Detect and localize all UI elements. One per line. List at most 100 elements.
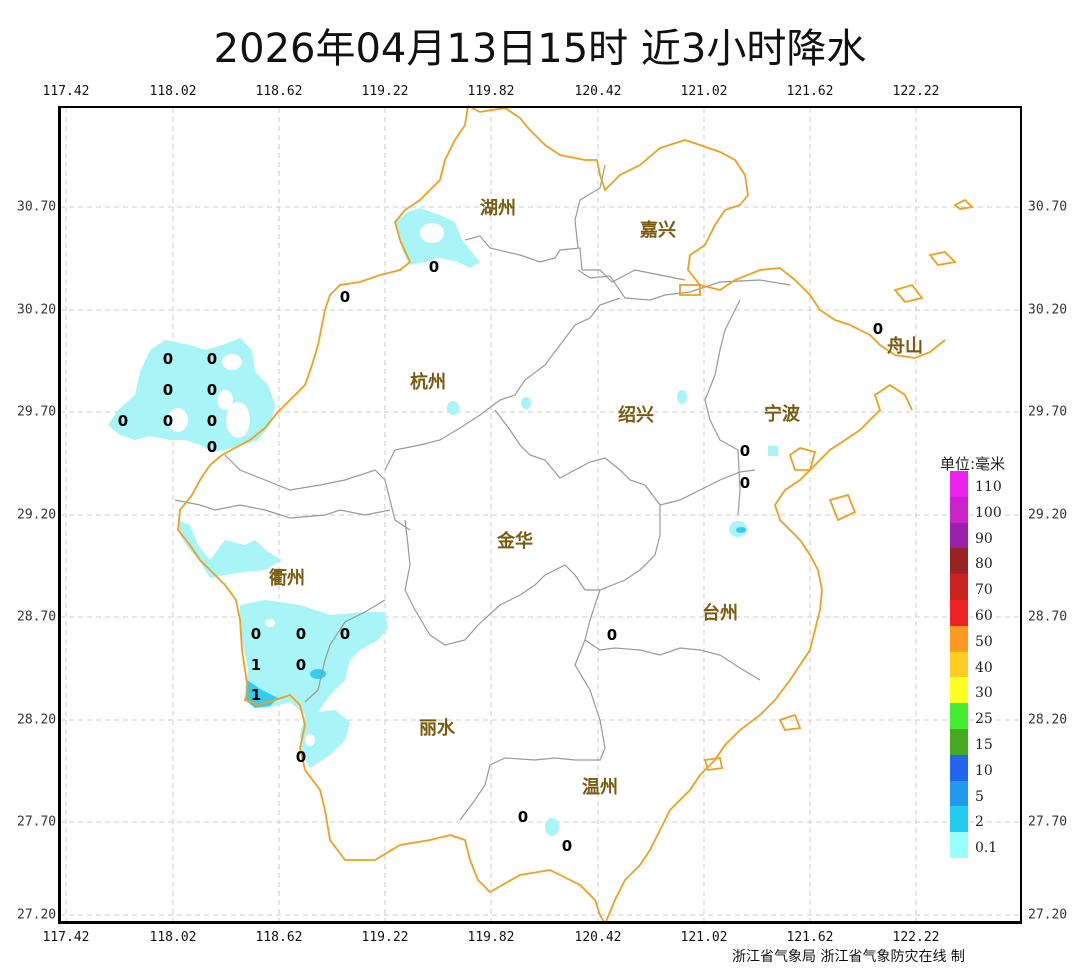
legend-swatch — [950, 832, 968, 858]
legend-swatch — [950, 754, 968, 781]
map-frame — [58, 106, 1022, 924]
station-value: 0 — [873, 320, 883, 338]
y-tick-label: 30.70 — [17, 199, 57, 215]
station-value: 0 — [740, 442, 750, 460]
x-tick-label: 121.62 — [786, 930, 834, 945]
legend-label: 15 — [975, 736, 993, 753]
x-tick-label: 118.02 — [149, 930, 197, 945]
city-label: 宁波 — [764, 403, 801, 425]
station-value: 0 — [163, 350, 173, 368]
station-value: 0 — [340, 625, 350, 643]
legend-swatch — [950, 522, 968, 549]
y-tick-label: 29.70 — [17, 404, 57, 420]
legend-label: 100 — [975, 504, 1002, 521]
x-tick-label: 117.42 — [42, 84, 90, 99]
x-tick-label: 119.22 — [361, 84, 409, 99]
legend-label: 40 — [975, 659, 993, 676]
legend-label: 60 — [975, 607, 993, 624]
city-label: 舟山 — [887, 335, 923, 357]
legend-swatch — [950, 548, 968, 575]
legend-swatch — [950, 780, 968, 807]
y-tick-label: 28.20 — [1028, 712, 1068, 728]
y-tick-label: 30.20 — [1028, 302, 1068, 318]
legend-swatch — [950, 651, 968, 678]
legend-swatch — [950, 703, 968, 729]
x-tick-label: 118.02 — [149, 84, 197, 99]
station-value: 0 — [207, 438, 217, 456]
legend-swatch — [950, 600, 968, 626]
province-border — [177, 105, 974, 925]
y-tick-label: 28.70 — [1028, 609, 1068, 625]
legend-swatch — [950, 625, 968, 652]
legend-label: 90 — [975, 530, 993, 547]
legend-label: 25 — [975, 711, 993, 728]
x-tick-label: 120.42 — [574, 84, 622, 99]
y-tick-label: 27.70 — [1028, 814, 1068, 830]
y-tick-label: 29.70 — [1028, 404, 1068, 420]
x-tick-label: 118.62 — [255, 84, 303, 99]
credit-text: 浙江省气象局 浙江省气象防灾在线 制 — [732, 949, 965, 965]
station-value: 0 — [296, 625, 306, 643]
legend-title: 单位:毫米 — [940, 455, 1006, 473]
city-label: 金华 — [496, 530, 533, 552]
station-value: 0 — [607, 626, 617, 644]
legend-label: 5 — [975, 788, 984, 805]
legend-label: 50 — [975, 633, 993, 650]
y-tick-label: 30.70 — [1028, 199, 1068, 215]
station-value: 0 — [251, 625, 261, 643]
city-label: 台州 — [702, 602, 738, 624]
station-value: 0 — [429, 258, 439, 276]
y-tick-label: 27.20 — [17, 907, 57, 923]
station-value: 0 — [296, 656, 306, 674]
station-value: 0 — [740, 474, 750, 492]
city-label: 温州 — [582, 777, 618, 798]
legend-swatch — [950, 471, 968, 497]
legend-label: 80 — [975, 556, 993, 573]
y-tick-label: 30.20 — [17, 302, 57, 318]
x-tick-label: 119.22 — [361, 930, 409, 945]
y-tick-label: 28.70 — [17, 609, 57, 625]
legend-label: 110 — [975, 478, 1002, 495]
x-tick-label: 118.62 — [255, 930, 303, 945]
legend-label: 30 — [975, 685, 993, 702]
y-tick-label: 29.20 — [1028, 507, 1068, 523]
lat-lon-grid — [60, 108, 1020, 922]
city-label: 衢州 — [269, 567, 305, 589]
legend-label: 70 — [975, 582, 993, 599]
legend-swatch — [950, 677, 968, 704]
y-tick-label: 27.70 — [17, 814, 57, 830]
x-tick-label: 122.22 — [892, 930, 940, 945]
station-value: 0 — [207, 412, 217, 430]
station-value: 0 — [163, 412, 173, 430]
station-value: 0 — [296, 748, 306, 766]
station-value: 0 — [562, 837, 572, 855]
x-tick-label: 121.02 — [680, 84, 728, 99]
station-value: 1 — [251, 656, 261, 674]
station-values: 0 0 0 0 0 0 0 0 0 0 0 0 0 0 0 0 1 0 1 0 0 0 0 — [118, 258, 883, 855]
legend-swatch — [950, 574, 968, 600]
city-label: 嘉兴 — [639, 220, 676, 241]
station-value: 0 — [118, 412, 128, 430]
x-tick-label: 119.82 — [467, 84, 515, 99]
x-tick-label: 117.42 — [42, 930, 90, 945]
y-tick-label: 27.20 — [1028, 907, 1068, 923]
station-value: 0 — [340, 288, 350, 306]
city-label: 绍兴 — [618, 404, 654, 426]
city-label: 湖州 — [480, 198, 516, 219]
legend-swatch — [950, 496, 968, 523]
y-tick-label: 28.20 — [17, 712, 57, 728]
x-tick-label: 119.82 — [467, 930, 515, 945]
legend-swatch — [950, 806, 968, 833]
x-tick-label: 121.62 — [786, 84, 834, 99]
city-label: 杭州 — [410, 371, 446, 393]
legend-label: 10 — [975, 762, 993, 779]
x-tick-label: 121.02 — [680, 930, 728, 945]
legend-swatch — [950, 729, 968, 755]
legend-label: 0.1 — [975, 840, 998, 857]
legend-label: 2 — [975, 814, 984, 831]
y-tick-label: 29.20 — [17, 507, 57, 523]
x-tick-label: 120.42 — [574, 930, 622, 945]
station-value: 0 — [518, 808, 528, 826]
